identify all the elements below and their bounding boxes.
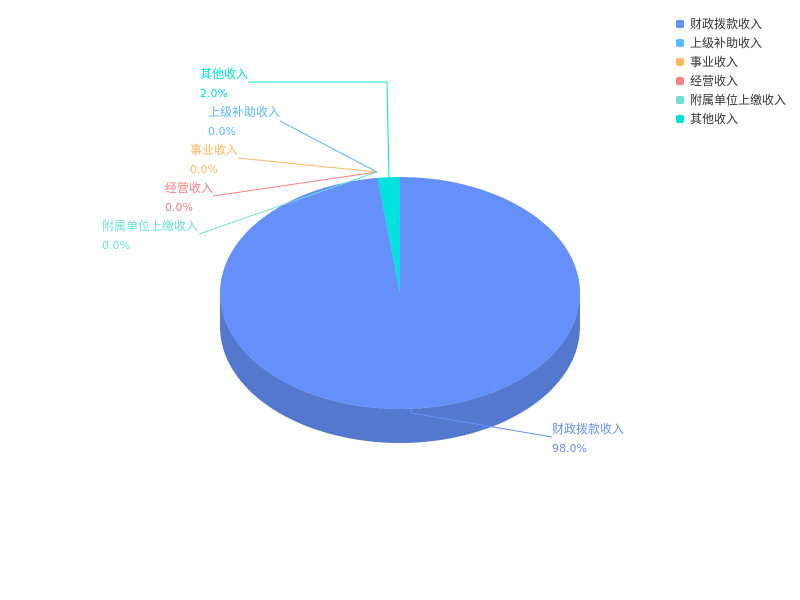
slice-label-name: 事业收入 (190, 143, 238, 157)
legend-label: 附属单位上缴收入 (690, 93, 787, 107)
slice-label-value: 0.0% (165, 201, 193, 214)
label-line-2 (237, 157, 378, 173)
legend-item[interactable]: 上级补助收入 (676, 33, 786, 52)
label-line-5 (248, 81, 390, 178)
legend-item[interactable]: 其他收入 (676, 109, 786, 128)
legend-label: 经营收入 (690, 74, 739, 88)
slice-label-value: 0.0% (190, 163, 218, 176)
legend-label: 事业收入 (690, 55, 739, 69)
label-line-4 (198, 171, 378, 235)
legend-item[interactable]: 事业收入 (676, 52, 786, 71)
legend: 财政拨款收入 上级补助收入 事业收入经营收入附属单位上缴收入 其他收入 (676, 14, 786, 128)
label-line-1 (279, 120, 378, 173)
legend-item[interactable]: 经营收入 (676, 71, 786, 90)
legend-label: 财政拨款收入 (690, 17, 763, 31)
slice-label-value: 98.0% (552, 442, 587, 455)
legend-swatch-icon (676, 19, 684, 28)
legend-swatch-icon (676, 114, 684, 123)
legend-swatch-icon (676, 38, 684, 47)
slice-label-name: 其他收入 (200, 67, 248, 81)
slice-label-value: 0.0% (102, 239, 130, 252)
legend-item[interactable]: 财政拨款收入 (676, 14, 786, 33)
slice-label-name: 上级补助收入 (208, 105, 280, 119)
legend-label: 其他收入 (690, 112, 739, 126)
label-line-0 (410, 409, 553, 438)
legend-label: 上级补助收入 (690, 36, 763, 50)
legend-swatch-icon (676, 76, 684, 85)
label-line-3 (212, 171, 378, 197)
slice-label-value: 0.0% (208, 125, 236, 138)
legend-swatch-icon (676, 57, 684, 66)
pie-side-wall (220, 293, 580, 443)
pie-slice-5 (377, 177, 400, 293)
legend-item[interactable]: 附属单位上缴收入 (676, 90, 786, 109)
pie-slice-0 (219, 177, 580, 410)
slice-label-name: 经营收入 (165, 181, 213, 195)
legend-swatch-icon (676, 95, 684, 104)
slice-label-value: 2.0% (200, 87, 228, 100)
slice-label-name: 财政拨款收入 (552, 422, 624, 436)
slice-label-name: 附属单位上缴收入 (102, 218, 198, 233)
